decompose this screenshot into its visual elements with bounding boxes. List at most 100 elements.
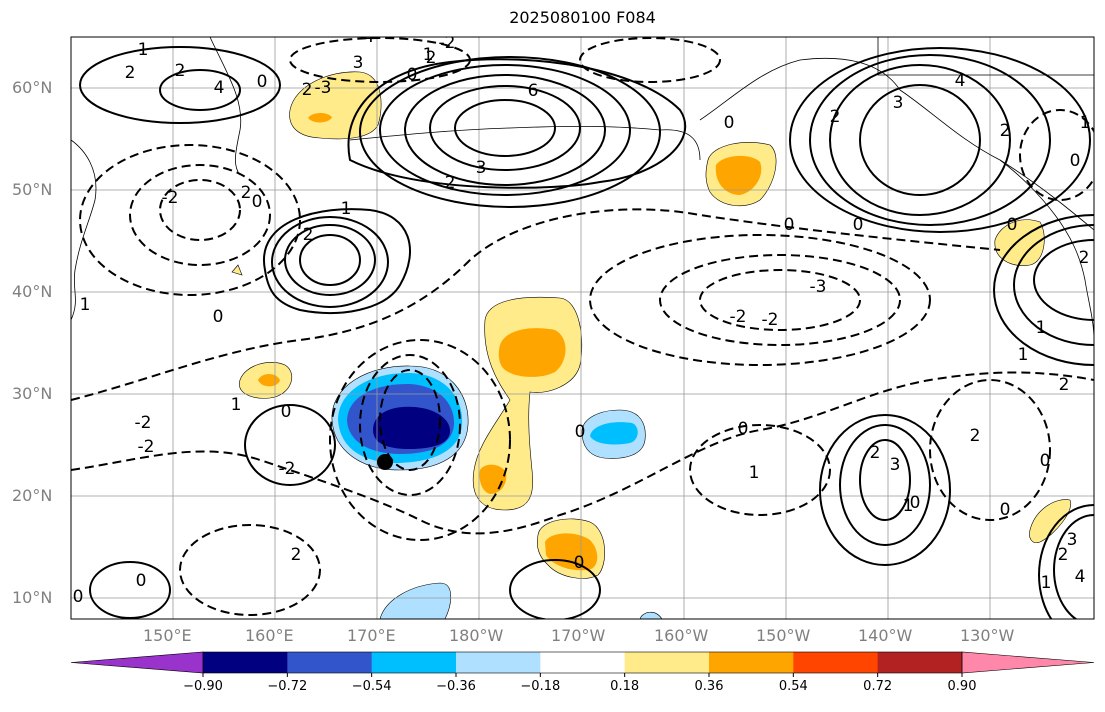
contour-label: 3 [353,53,364,73]
aleutians [349,125,701,161]
contour-label: 0 [281,402,292,422]
contour-label: 2 [1058,545,1069,565]
contour-label: 1 [1041,573,1052,593]
negative-shading-bottom [379,582,452,619]
contour-high-nw-2 [79,46,281,124]
contour-high-west-3 [271,216,389,308]
contour-label: -2 [279,459,296,479]
contour-high-se-1 [859,439,911,521]
contour-label: 3 [893,93,904,113]
contour-high-bering-5 [359,56,661,208]
contour-high-west-2 [284,224,376,296]
colorbar-swatch [456,652,541,673]
contour-high-se-3 [819,414,951,566]
colorbar-swatch [371,652,457,673]
contour-label: 0 [738,419,749,439]
contour-low-north-2 [579,37,721,83]
lon-tick-label: 140°W [858,626,913,645]
colorbar [70,651,1095,677]
contour-high-bering-2 [429,85,581,171]
contour-low-tropics-3 [329,339,511,541]
contour-high-ne-4 [789,47,1091,233]
colorbar-swatch [793,652,879,673]
contour-label: 3 [890,455,901,475]
contour-high-ne-2 [829,64,1011,216]
colorbar-outline [202,651,963,674]
lon-tick-label: 150°E [143,626,192,645]
contour-label: 0 [407,65,418,85]
map-title: 2025080100 F084 [509,8,656,27]
lat-tick-label: 10°N [12,588,53,607]
contour-label: 1 [138,40,149,60]
colorbar-tick-label: 0.54 [778,679,808,694]
contour-label: 0 [910,493,921,513]
contour-low-se-2 [689,424,831,516]
contours [71,37,1094,619]
lon-tick-label: 180°W [449,626,504,645]
contour-label: 0 [1007,215,1018,235]
lon-tick-label: 170°W [551,626,606,645]
colorbar-tick-label: 0.36 [694,679,724,694]
colorbar-swatch [203,652,288,673]
contour-zero-line-1 [71,208,1001,401]
contour-label: 0 [1040,451,1051,471]
contour-label: 6 [528,81,539,101]
contour-label: 1 [341,199,352,219]
colorbar-swatch [540,652,626,673]
negative-shading-core [373,406,451,449]
positive-shading-south-core [545,533,598,571]
alaska-coast [699,57,1094,231]
contours-negative [71,37,1094,616]
contour-label: 2 [870,443,881,463]
colorbar-extend-low [70,651,204,674]
contour-high-se-4 [1053,514,1094,619]
contour-high-sw-2 [509,559,601,619]
lon-tick-label: 130°W [960,626,1015,645]
contour-label: 2 [426,48,437,68]
contour-label: 4 [214,78,225,98]
contour-label: 1 [1036,318,1047,338]
contour-label: 0 [257,72,268,92]
contour-low-central-2 [659,254,901,346]
lon-tick-label: 160°E [245,626,294,645]
contour-high-west-4 [262,208,411,314]
lat-tick-label: 40°N [12,282,53,301]
contour-high-sw-1 [244,404,336,486]
contour-label: 3 [1067,530,1078,550]
contour-label: 2 [1079,248,1090,268]
positive-shading-ne-core [715,155,762,195]
lat-tick-label: 30°N [12,384,53,403]
lat-tick-label: 60°N [12,78,53,97]
contour-label: 1 [1018,345,1029,365]
negative-shading-bottom-right [639,611,663,619]
contour-label: 2 [303,225,314,245]
contour-high-east-1 [1033,239,1094,321]
contour-label: -2 [762,310,779,330]
contour-label: 3 [476,158,487,178]
contour-high-east-3 [993,214,1094,366]
contour-low-north-3 [1019,109,1094,201]
contour-low-tropics-2 [359,354,461,496]
contour-high-bering-1 [454,99,556,157]
shading-layer [231,71,1072,619]
contour-label: 2 [1000,121,1011,141]
contour-low-south-1 [179,524,321,616]
contour-label: 2 [291,545,302,565]
positive-shading-se [1029,499,1072,543]
lon-tick-label: 160°W [654,626,709,645]
colorbar-tick-label: −0.90 [183,679,223,694]
contour-label: 2 [125,63,136,83]
negative-shading-small-core [590,422,638,445]
contour-label: 4 [1075,567,1086,587]
alaska-frame [877,37,1094,76]
contour-label: -2 [138,437,155,457]
contour-label: 0 [853,215,864,235]
kamchatka-coast-2 [209,37,242,176]
contour-high-west-1 [299,234,361,286]
kamchatka-coast [71,139,97,321]
contour-label: 2 [175,61,186,81]
contour-label: -2 [439,33,456,53]
positive-shading-tiny [231,264,243,276]
contour-label: 0 [252,192,263,212]
contour-label: 0 [574,553,585,573]
